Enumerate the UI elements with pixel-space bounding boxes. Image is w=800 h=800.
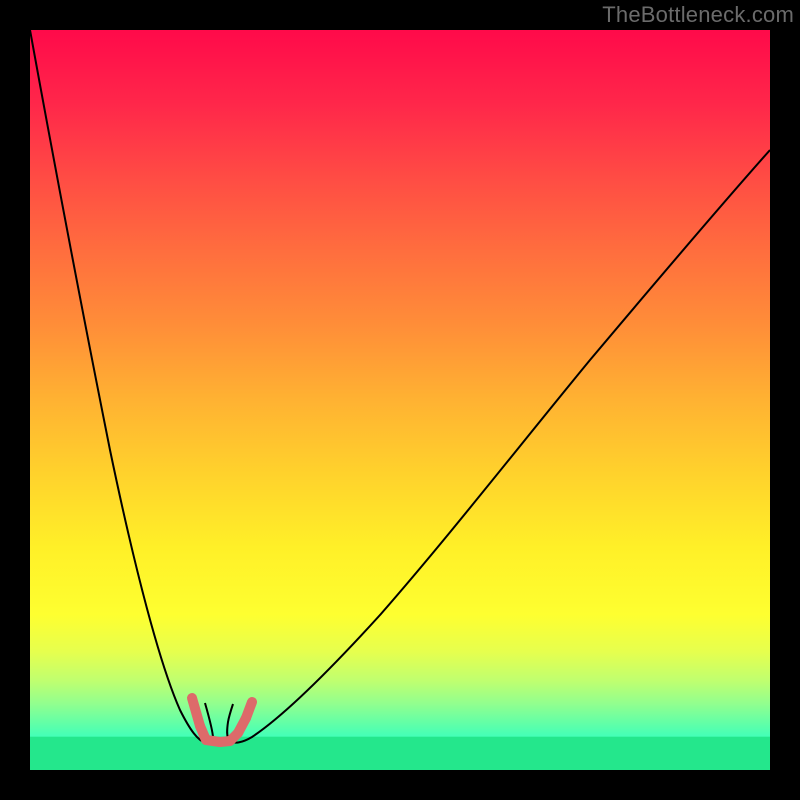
bottleneck-curve <box>30 30 770 770</box>
plot-area <box>30 30 770 770</box>
left-curve <box>30 30 213 743</box>
right-curve <box>227 150 770 743</box>
notch-markers <box>192 698 252 742</box>
figure-container: TheBottleneck.com <box>0 0 800 800</box>
watermark-text: TheBottleneck.com <box>602 2 794 28</box>
